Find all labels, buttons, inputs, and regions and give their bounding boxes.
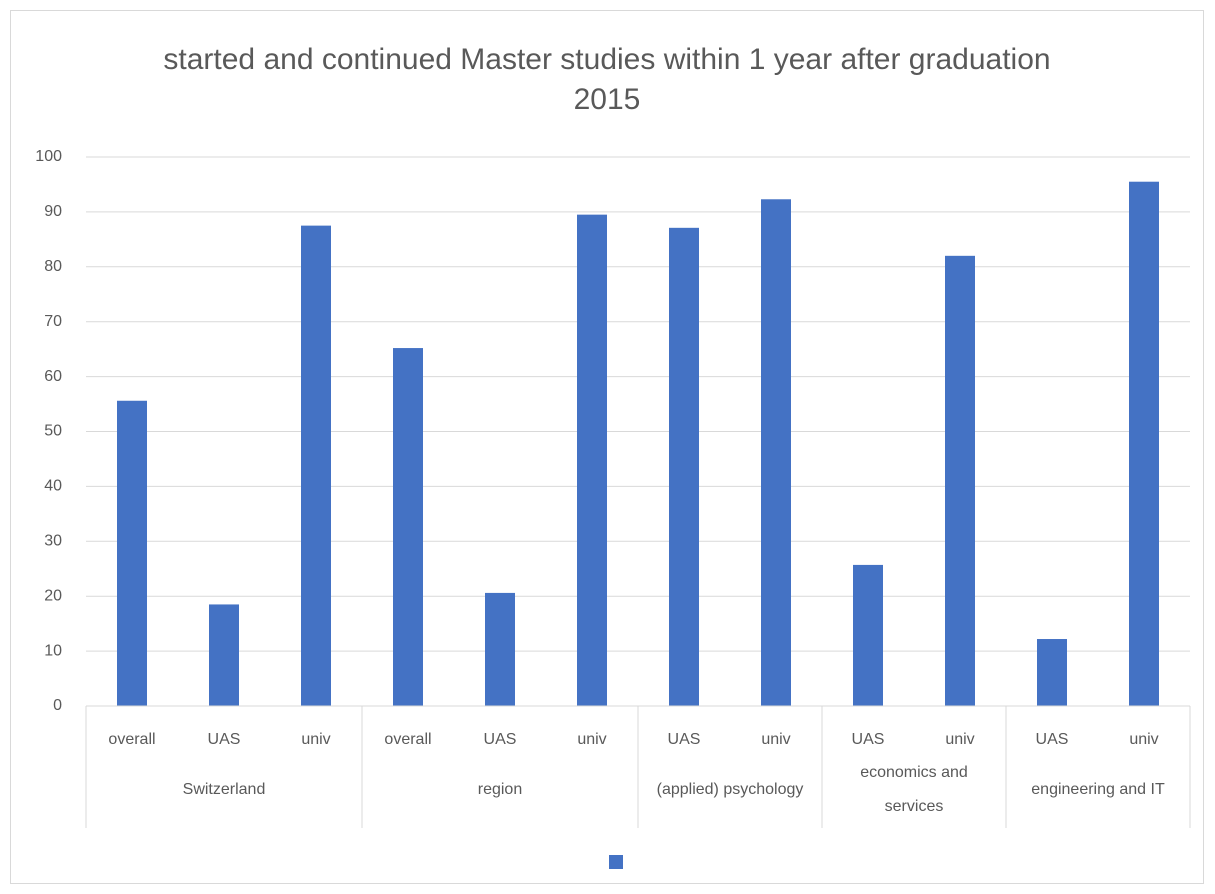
bar [117, 400, 147, 706]
x-tick-label: UAS [668, 731, 701, 748]
x-tick-label: univ [301, 731, 330, 748]
bar [853, 564, 883, 706]
y-tick-label: 40 [44, 478, 62, 495]
chart-title: started and continued Master studies wit… [163, 43, 1051, 116]
group-label: Switzerland [182, 781, 266, 798]
bar [577, 214, 607, 706]
x-tick-label: overall [384, 731, 431, 748]
x-tick-label: UAS [208, 731, 241, 748]
group-label: economics and services [860, 764, 968, 815]
x-tick-label: univ [1129, 731, 1158, 748]
y-tick-label: 30 [44, 533, 62, 550]
group-label: (applied) psychology [656, 781, 804, 798]
bar [393, 348, 423, 706]
y-tick-label: 0 [53, 697, 62, 714]
bar [485, 592, 515, 706]
group-label: region [477, 781, 523, 798]
legend-swatch [609, 855, 623, 869]
x-tick-label: univ [945, 731, 974, 748]
y-tick-label: 50 [44, 423, 62, 440]
y-tick-label: 20 [44, 587, 62, 604]
bar [945, 255, 975, 706]
x-tick-label: UAS [852, 731, 885, 748]
y-tick-label: 90 [44, 203, 62, 220]
bar [301, 225, 331, 706]
bar [761, 199, 791, 706]
x-tick-label: UAS [1036, 731, 1069, 748]
bar [1129, 181, 1159, 706]
y-tick-label: 70 [44, 313, 62, 330]
bar [669, 227, 699, 707]
group-label: engineering and IT [1031, 781, 1165, 798]
x-tick-label: univ [761, 731, 790, 748]
x-tick-label: univ [577, 731, 606, 748]
x-tick-label: UAS [484, 731, 517, 748]
y-tick-label: 80 [44, 258, 62, 275]
bar [1037, 639, 1067, 706]
y-tick-label: 60 [44, 368, 62, 385]
bar [209, 604, 239, 706]
chart-border [10, 10, 1204, 884]
y-tick-label: 100 [35, 148, 62, 165]
y-tick-label: 10 [44, 642, 62, 659]
x-tick-label: overall [108, 731, 155, 748]
